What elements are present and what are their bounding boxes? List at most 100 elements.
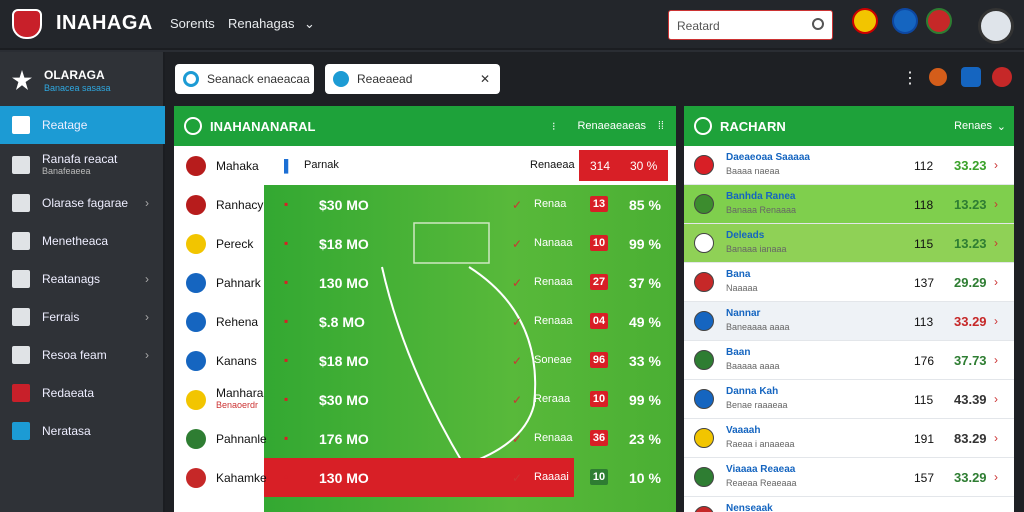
count: 112 bbox=[914, 159, 934, 173]
list-item[interactable]: Banhda Ranea Banaaa Renaaaa 118 13.23 › bbox=[684, 185, 1014, 224]
search-icon[interactable] bbox=[812, 18, 824, 30]
nav-link-sorents[interactable]: Sorents bbox=[170, 16, 215, 31]
chevron-right-icon[interactable]: › bbox=[994, 509, 998, 512]
panel-filter[interactable]: Renaes bbox=[954, 120, 992, 132]
sidebar-item-reatage[interactable]: Reatage bbox=[0, 106, 165, 144]
percent: 99 % bbox=[629, 236, 661, 252]
list-item[interactable]: Viaaaa Reaeaa Reaeaa Reaeaaa 157 33.29 › bbox=[684, 458, 1014, 497]
table-row[interactable]: Pereck ▪ $18 MO ✓ Nanaaa 10 99 % bbox=[174, 224, 676, 263]
chevron-right-icon[interactable]: › bbox=[994, 392, 998, 406]
score: 314 bbox=[590, 159, 611, 173]
check-icon: ✓ bbox=[512, 471, 523, 485]
panel-filter[interactable]: Renaeaeaeas bbox=[577, 120, 646, 132]
nav-link-renahagas[interactable]: Renahagas bbox=[228, 16, 295, 31]
calendar-icon bbox=[12, 232, 30, 250]
team-badge-icon[interactable] bbox=[926, 8, 952, 34]
list-item[interactable]: Daeaeoaa Saaaaa Baaaa naeaa 112 33.23 › bbox=[684, 146, 1014, 185]
table-row-header[interactable]: Mahaka ▌ Parnak Renaeaa 314 30 % bbox=[174, 146, 676, 185]
row-label: Soneae bbox=[534, 354, 572, 366]
table-row[interactable]: Kahamke ▪ 130 MO ✓ Raaaai 10 10 % bbox=[174, 458, 676, 497]
matches-panel: INAHANANARAL ⁝ Renaeaeaeas ⁞⁞ Mahaka ▌ P… bbox=[174, 106, 676, 512]
count: 157 bbox=[914, 471, 935, 485]
team-subname: Baaaa naeaa bbox=[726, 166, 780, 176]
badge-icon[interactable] bbox=[992, 67, 1012, 87]
col-label: Parnak bbox=[304, 159, 339, 171]
eagle-icon[interactable] bbox=[929, 68, 947, 86]
list-item[interactable]: Nannar Baneaaaa aaaa 113 33.29 › bbox=[684, 302, 1014, 341]
avatar[interactable] bbox=[978, 8, 1014, 44]
status-icon: ▪ bbox=[284, 353, 289, 367]
chevron-right-icon[interactable]: › bbox=[994, 236, 998, 250]
expand-icon[interactable]: ⁝ bbox=[552, 120, 556, 133]
chevron-down-icon[interactable]: ⌄ bbox=[996, 120, 1006, 133]
value: 13.23 bbox=[954, 197, 987, 212]
sidebar-item-menetheaca[interactable]: Menetheaca bbox=[0, 222, 165, 260]
brand-logo[interactable] bbox=[12, 9, 42, 39]
team-name: Baan bbox=[726, 347, 751, 358]
sidebar-item-neratasa[interactable]: Neratasa bbox=[0, 412, 165, 450]
team-badge-icon bbox=[186, 390, 206, 410]
table-row[interactable]: Pahnark ▪ 130 MO ✓ Renaaa 27 37 % bbox=[174, 263, 676, 302]
star-icon bbox=[12, 70, 32, 90]
score-box: 96 bbox=[590, 352, 608, 368]
table-row[interactable]: Pahnanle ▪ 176 MO ✓ Renaaa 36 23 % bbox=[174, 419, 676, 458]
chevron-right-icon[interactable]: › bbox=[994, 197, 998, 211]
team-subname: Raeaa i anaaeaa bbox=[726, 439, 795, 449]
team-name: Vaaaah bbox=[726, 425, 761, 436]
list-item[interactable]: Deleads Banaaa ianaaa 115 13.23 › bbox=[684, 224, 1014, 263]
filter-pill-2[interactable]: Reaeaead ✕ bbox=[325, 64, 500, 94]
chevron-right-icon[interactable]: › bbox=[994, 431, 998, 445]
sidebar-item-resoa[interactable]: Resoa feam › bbox=[0, 336, 165, 374]
list-item[interactable]: Danna Kah Benae raaaeaa 115 43.39 › bbox=[684, 380, 1014, 419]
filter-pill-1[interactable]: Seanack enaeacaa bbox=[175, 64, 314, 94]
check-icon: ✓ bbox=[512, 198, 523, 212]
pill-label: Reaeaead bbox=[357, 72, 413, 86]
list-item[interactable]: Baan Baaaaa aaaa 176 37.73 › bbox=[684, 341, 1014, 380]
team-badge-icon bbox=[186, 195, 206, 215]
close-icon[interactable]: ✕ bbox=[479, 72, 490, 86]
chevron-right-icon[interactable]: › bbox=[994, 275, 998, 289]
grid-icon bbox=[12, 308, 30, 326]
score-box: 10 bbox=[590, 391, 608, 407]
value: 43.39 bbox=[954, 392, 987, 407]
search-input[interactable]: Reatard bbox=[668, 10, 833, 40]
list-item[interactable]: Bana Naaaaa 137 29.29 › bbox=[684, 263, 1014, 302]
badge-icon[interactable] bbox=[961, 67, 981, 87]
sidebar-item-ferrais[interactable]: Ferrais › bbox=[0, 298, 165, 336]
odds: $18 MO bbox=[319, 353, 369, 369]
team-name: Nannar bbox=[726, 308, 761, 319]
table-row[interactable]: Ranhacy ▪ $30 MO ✓ Renaa 13 85 % bbox=[174, 185, 676, 224]
sidebar-item-ranafa[interactable]: Ranafa reacat Banafeaeea bbox=[0, 146, 165, 184]
team-name: Nenseaak bbox=[726, 503, 773, 512]
more-icon[interactable]: ⋮ bbox=[902, 70, 918, 87]
team-badge-icon[interactable] bbox=[852, 8, 878, 34]
count: 113 bbox=[914, 315, 934, 329]
sidebar-item-reatanags[interactable]: Reatanags › bbox=[0, 260, 165, 298]
chevron-right-icon[interactable]: › bbox=[994, 470, 998, 484]
table-row[interactable]: Rehena ▪ $.8 MO ✓ Renaaa 04 49 % bbox=[174, 302, 676, 341]
col-label: Renaeaa bbox=[530, 159, 575, 171]
team-name: Banhda Ranea bbox=[726, 191, 796, 202]
chevron-right-icon[interactable]: › bbox=[994, 314, 998, 328]
list-icon bbox=[12, 270, 30, 288]
pitch-lines bbox=[381, 222, 537, 466]
list-item[interactable]: Vaaaah Raeaa i anaaeaa 191 83.29 › bbox=[684, 419, 1014, 458]
chevron-right-icon[interactable]: › bbox=[994, 353, 998, 367]
table-row[interactable]: Manhara Benaoerdr ▪ $30 MO ✓ Reraaa 10 9… bbox=[174, 380, 676, 419]
grid-icon[interactable]: ⁞⁞ bbox=[657, 120, 664, 132]
sidebar-item-redaeata[interactable]: Redaeata bbox=[0, 374, 165, 412]
sidebar-item-olarase[interactable]: Olarase fagarae › bbox=[0, 184, 165, 222]
flag-icon: ▌ bbox=[284, 159, 293, 173]
team-badge-icon[interactable] bbox=[892, 8, 918, 34]
sidebar-user[interactable]: OLARAGA Banacea sasasa bbox=[0, 52, 165, 104]
team-subname: Naaaaa bbox=[726, 283, 758, 293]
chevron-right-icon[interactable]: › bbox=[994, 158, 998, 172]
list-item[interactable]: Nenseaak › bbox=[684, 497, 1014, 512]
check-icon: ✓ bbox=[512, 354, 523, 368]
chevron-down-icon[interactable]: ⌄ bbox=[304, 16, 315, 31]
table-row[interactable]: Kanans ▪ $18 MO ✓ Soneae 96 33 % bbox=[174, 341, 676, 380]
chevron-right-icon: › bbox=[145, 196, 149, 210]
chevron-right-icon: › bbox=[145, 310, 149, 324]
standings-panel: RACHARN Renaes ⌄ Daeaeoaa Saaaaa Baaaa n… bbox=[684, 106, 1014, 512]
check-icon: ✓ bbox=[512, 237, 523, 251]
